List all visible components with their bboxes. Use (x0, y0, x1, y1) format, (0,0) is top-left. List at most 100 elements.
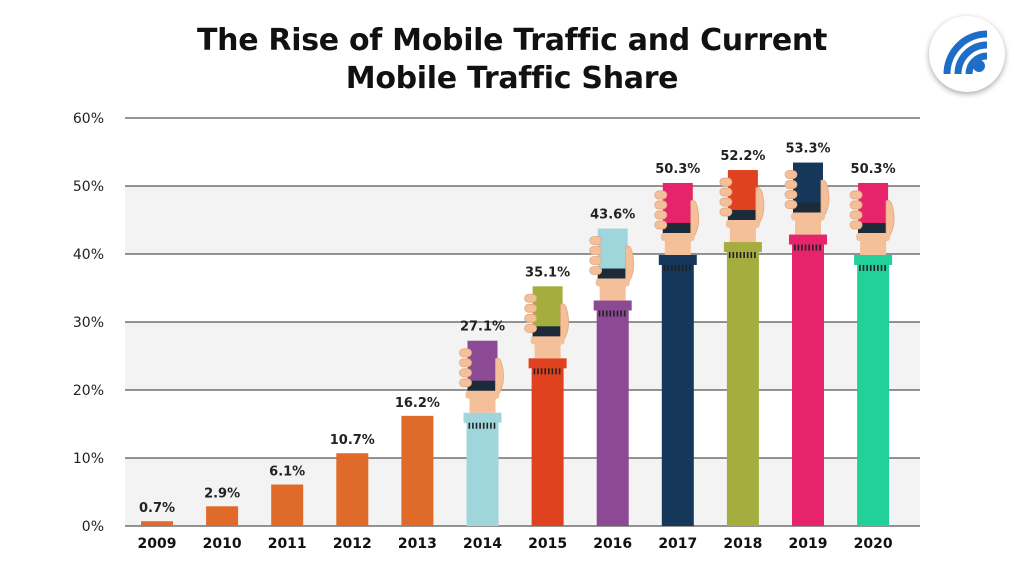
cuff-stripe (866, 264, 868, 271)
hand-palm (660, 232, 695, 241)
cuff-stripe (475, 422, 478, 429)
bar-group: 50.3% 2017 (654, 162, 700, 552)
data-label: 10.7% (330, 433, 375, 448)
hand-palm (465, 390, 500, 399)
bar-group: 27.1% 2014 (459, 320, 505, 552)
y-tick-label: 50% (73, 179, 104, 195)
x-tick-label: 2010 (203, 536, 242, 552)
cuff-stripe (880, 264, 883, 271)
x-tick-label: 2014 (463, 536, 502, 552)
y-tick-label: 60% (73, 111, 104, 127)
chart-title-line-1: The Rise of Mobile Traffic and Current (197, 23, 827, 58)
cuff-stripe (472, 422, 474, 429)
data-label: 2.9% (204, 486, 240, 501)
bar-group: 43.6% 2016 (589, 208, 635, 552)
data-label: 50.3% (655, 162, 700, 177)
x-tick-label: 2016 (593, 536, 632, 552)
cuff-stripe (804, 244, 807, 251)
phone-bezel (467, 380, 498, 393)
cuff-stripe (862, 264, 865, 271)
hand-palm (791, 212, 825, 221)
y-tick-label: 0% (82, 519, 104, 535)
hand-finger (459, 348, 472, 358)
cuff-stripe (801, 244, 803, 251)
bar (336, 453, 369, 526)
phone-bezel (727, 210, 758, 223)
cuff-stripe (812, 244, 814, 251)
cuff-stripe (819, 244, 821, 251)
hand-wrist (599, 282, 626, 301)
cuff-stripe (468, 422, 471, 429)
cuff-stripe (537, 368, 539, 375)
data-label: 53.3% (785, 142, 830, 157)
data-label: 0.7% (139, 501, 175, 516)
hand-finger (654, 190, 668, 200)
bar-group: 10.7% 2012 (330, 433, 375, 552)
x-tick-label: 2018 (723, 536, 762, 552)
cuff-stripe (674, 264, 677, 271)
hand-finger (719, 177, 733, 187)
phone-bezel (858, 222, 889, 235)
data-label: 27.1% (460, 320, 505, 335)
cuff-stripe (689, 264, 691, 271)
bar-group: 50.3% 2020 (849, 162, 896, 552)
cuff-stripe (555, 368, 557, 375)
sleeve-cuff (789, 234, 827, 245)
cuff-stripe (533, 368, 536, 375)
hand-palm (530, 336, 565, 345)
x-tick-label: 2020 (854, 536, 893, 552)
chart-title-line-2: Mobile Traffic Share (345, 61, 679, 96)
hand-wrist (795, 216, 821, 235)
grid-band (125, 458, 920, 526)
cuff-stripe (623, 310, 626, 317)
cuff-stripe (859, 264, 861, 271)
x-tick-label: 2015 (528, 536, 567, 552)
y-tick-label: 40% (73, 247, 104, 263)
sleeve-cuff (658, 254, 697, 265)
hand-finger (849, 220, 863, 230)
hand-finger (589, 266, 603, 275)
cuff-stripe (671, 264, 673, 271)
cuff-stripe (797, 244, 800, 251)
hand-finger (654, 210, 668, 220)
cuff-stripe (544, 368, 546, 375)
hand-finger (784, 180, 798, 189)
hand-finger (524, 313, 537, 323)
data-label: 50.3% (851, 162, 896, 177)
x-tick-label: 2011 (268, 536, 307, 552)
cuff-stripe (482, 422, 485, 429)
cuff-stripe (551, 368, 554, 375)
hand-finger (524, 323, 537, 333)
bar (466, 420, 499, 526)
hand-finger (589, 246, 603, 255)
x-tick-label: 2017 (658, 536, 697, 552)
bar (857, 262, 890, 526)
hand-finger (784, 190, 798, 199)
hand-finger (589, 256, 603, 265)
hand-finger (719, 187, 733, 197)
cuff-stripe (754, 252, 756, 259)
hand-finger (459, 368, 472, 378)
cuff-stripe (605, 310, 608, 317)
hand-finger (784, 200, 798, 209)
hand-thumb (820, 179, 830, 222)
cuff-stripe (736, 252, 738, 259)
phone-bezel (532, 326, 563, 339)
hand-thumb (885, 200, 895, 243)
sleeve-cuff (528, 358, 567, 369)
bar-group: 53.3% 2019 (784, 142, 831, 552)
hand-finger (849, 200, 863, 210)
bar (271, 484, 304, 526)
bar (401, 415, 434, 526)
bar (792, 242, 824, 526)
brand-logo (929, 16, 1005, 92)
sleeve-cuff (463, 412, 502, 423)
cuff-stripe (609, 310, 612, 317)
hand-wrist (729, 224, 756, 243)
bar-group: 35.1% 2015 (524, 265, 570, 552)
data-label: 16.2% (395, 396, 440, 411)
cuff-stripe (743, 252, 745, 259)
hand-finger (849, 190, 863, 200)
hand-finger (524, 293, 537, 303)
cuff-stripe (732, 252, 735, 259)
